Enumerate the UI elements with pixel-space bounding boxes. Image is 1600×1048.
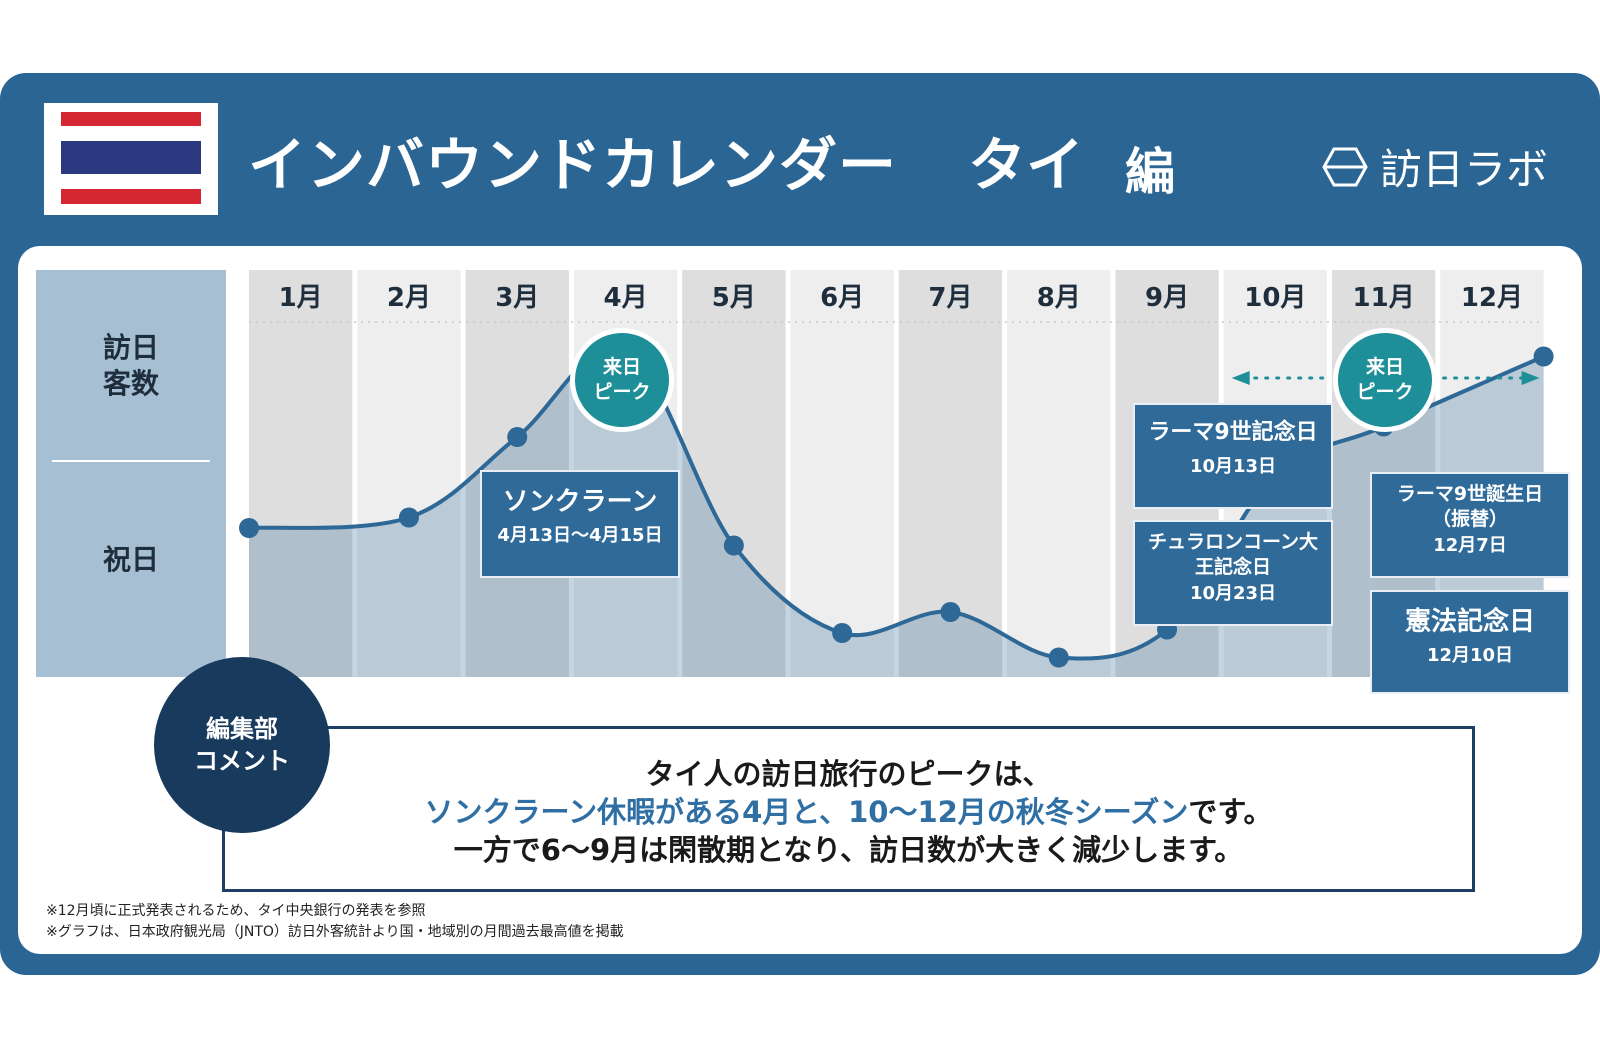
- holiday-constitution: 憲法記念日 12月10日: [1370, 590, 1570, 694]
- holiday-date: 10月13日: [1189, 456, 1277, 477]
- visitors-label-1: 訪日: [102, 331, 159, 364]
- month-column: [790, 270, 894, 677]
- holiday-name: 憲法記念日: [1404, 607, 1535, 637]
- title-suffix: 編: [1125, 143, 1175, 201]
- month-label: 3月: [495, 283, 539, 313]
- arrow-left-icon: [1231, 371, 1250, 385]
- badge-line2: コメント: [194, 747, 290, 775]
- comment-highlight: ソンクラーン休暇がある4月と、10〜12月の秋冬シーズン: [424, 795, 1189, 829]
- country-name: タイ: [968, 131, 1085, 199]
- comment-line-3: 一方で6〜9月は閑散期となり、訪日数が大きく減少します。: [453, 833, 1244, 867]
- footnote-2: ※グラフは、日本政府観光局（JNTO）訪日外客統計より国・地域別の月間過去最高値…: [46, 924, 624, 940]
- month-label: 11月: [1353, 283, 1415, 313]
- month-label: 6月: [820, 283, 864, 313]
- month-column: [249, 270, 353, 677]
- month-label: 4月: [604, 283, 648, 313]
- data-point: [507, 427, 528, 447]
- comment-line-1: タイ人の訪日旅行のピークは、: [645, 757, 1052, 791]
- peak-badge-april: 来日 ピーク: [570, 328, 674, 432]
- data-point: [832, 623, 853, 643]
- month-column: [682, 270, 786, 677]
- holiday-chulalongkorn: チュラロンコーン大王記念日 10月23日: [1133, 520, 1333, 626]
- badge-line1: 編集部: [206, 715, 278, 743]
- holiday-date: 12月10日: [1426, 645, 1514, 666]
- peak-label-line2: ピーク: [593, 381, 651, 403]
- data-point: [723, 535, 744, 556]
- data-point: [1048, 647, 1069, 668]
- footnote-1: ※12月頃に正式発表されるため、タイ中央銀行の発表を参照: [46, 903, 426, 919]
- arrow-right-icon: [1521, 371, 1540, 385]
- brand-name: 訪日ラボ: [1380, 145, 1549, 194]
- holiday-rama9-memorial: ラーマ9世記念日 10月13日: [1133, 403, 1333, 509]
- holiday-songkran: ソンクラーン 4月13日〜4月15日: [480, 470, 680, 578]
- data-point: [1533, 346, 1554, 367]
- month-label: 1月: [279, 283, 323, 313]
- data-point: [398, 507, 419, 528]
- hexagon-logo-icon: [1322, 147, 1368, 186]
- comment-line-2: ソンクラーン休暇がある4月と、10〜12月の秋冬シーズンです。: [225, 789, 1472, 831]
- month-column: [357, 270, 461, 677]
- comment-box: タイ人の訪日旅行のピークは、 ソンクラーン休暇がある4月と、10〜12月の秋冬シ…: [222, 726, 1475, 892]
- page-title: インバウンドカレンダー: [248, 131, 898, 199]
- holiday-name: ラーマ9世記念日: [1148, 420, 1318, 445]
- holiday-name: ソンクラーン: [502, 487, 658, 517]
- visitors-label-2: 客数: [102, 367, 159, 400]
- month-label: 7月: [928, 283, 972, 313]
- holiday-name: チュラロンコーン大王記念日: [1147, 531, 1319, 578]
- data-point: [239, 518, 259, 538]
- month-label: 10月: [1244, 283, 1306, 313]
- row-labels: 訪日 客数 祝日: [36, 270, 226, 677]
- holiday-date: 10月23日: [1189, 583, 1277, 604]
- peak-label-line2: ピーク: [1356, 381, 1414, 403]
- peak-label-line1: 来日: [602, 356, 641, 378]
- month-column: [1007, 270, 1111, 677]
- month-label: 8月: [1037, 283, 1081, 313]
- holiday-date: 12月7日: [1433, 535, 1507, 556]
- peak-badge-november: 来日 ピーク: [1333, 328, 1437, 432]
- peak-label-line1: 来日: [1365, 356, 1404, 378]
- thai-flag-icon: [44, 103, 218, 215]
- month-label: 2月: [387, 283, 431, 313]
- month-label: 12月: [1461, 283, 1523, 313]
- holiday-date: 4月13日〜4月15日: [497, 525, 663, 546]
- comment-line-2-tail: です。: [1188, 795, 1273, 829]
- editorial-badge: 編集部 コメント: [154, 657, 330, 833]
- brand-logo: 訪日ラボ: [1322, 136, 1548, 197]
- month-label: 5月: [712, 283, 756, 313]
- holidays-label: 祝日: [102, 543, 159, 576]
- holiday-rama9-birthday: ラーマ9世誕生日（振替） 12月7日: [1370, 472, 1570, 578]
- holiday-name: ラーマ9世誕生日（振替）: [1396, 483, 1544, 530]
- row-divider: [52, 460, 210, 462]
- data-point: [940, 602, 961, 622]
- month-label: 9月: [1145, 283, 1189, 313]
